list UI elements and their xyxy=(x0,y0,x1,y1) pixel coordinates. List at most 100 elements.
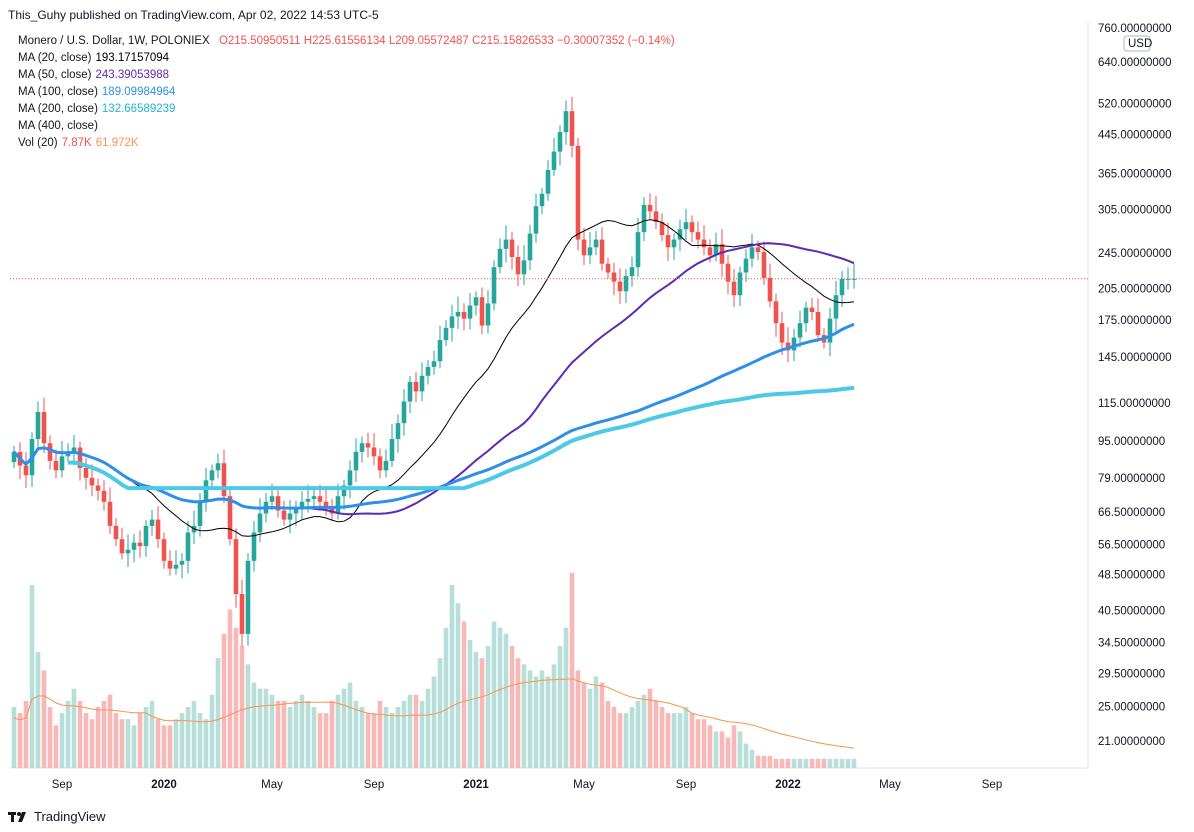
y-tick-label: 175.00000000 xyxy=(1098,315,1172,327)
candle-body xyxy=(467,305,473,319)
candle-body xyxy=(623,276,629,292)
candle-body xyxy=(47,443,53,461)
candle-body xyxy=(503,239,509,249)
volume-bar xyxy=(605,700,611,768)
volume-bar xyxy=(803,758,809,768)
volume-bar xyxy=(347,682,353,768)
volume-bar xyxy=(17,713,23,768)
ma50-value: 243.39053988 xyxy=(95,69,170,81)
volume-bar xyxy=(83,713,89,768)
candlesticks xyxy=(11,96,857,647)
ma100-label[interactable]: MA (100, close) xyxy=(18,86,98,98)
candle-body xyxy=(155,519,161,540)
candle-body xyxy=(587,247,593,256)
candle-body xyxy=(281,510,287,520)
volume-bar xyxy=(35,652,41,768)
candle-body xyxy=(599,239,605,264)
volume-bar xyxy=(359,707,365,768)
candle-body xyxy=(605,263,611,273)
ma20-label[interactable]: MA (20, close) xyxy=(18,52,92,64)
volume-bar xyxy=(617,713,623,768)
candle-body xyxy=(173,564,179,569)
volume-bar xyxy=(485,646,491,768)
volume-bar xyxy=(251,682,257,768)
ma400-label[interactable]: MA (400, close) xyxy=(18,120,98,132)
candle-body xyxy=(635,232,641,268)
candle-body xyxy=(251,532,257,561)
candle-body xyxy=(221,463,227,497)
volume-bar xyxy=(131,725,137,768)
volume-bar xyxy=(245,664,251,768)
footer-brand[interactable]: TradingView xyxy=(8,809,106,824)
candle-body xyxy=(365,443,371,448)
candle-body xyxy=(347,470,353,486)
candle-body xyxy=(461,311,467,319)
y-tick-label: 34.50000000 xyxy=(1098,637,1165,649)
candle-body xyxy=(383,460,389,471)
candle-body xyxy=(443,327,449,341)
y-tick-label: 445.00000000 xyxy=(1098,129,1172,141)
volume-bar xyxy=(701,719,707,768)
volume-bar xyxy=(455,603,461,768)
volume-bar xyxy=(533,676,539,768)
candle-body xyxy=(71,447,77,452)
candle-body xyxy=(401,401,407,424)
volume-bar xyxy=(479,658,485,768)
candle-body xyxy=(617,281,623,292)
tradingview-logo-icon xyxy=(8,811,26,822)
y-tick-label: 520.00000000 xyxy=(1098,98,1172,110)
currency-badge[interactable] xyxy=(1123,35,1151,52)
volume-bar xyxy=(107,694,113,768)
candle-body xyxy=(257,513,263,533)
volume-bar xyxy=(179,713,185,768)
candle-body xyxy=(317,496,323,502)
volume-bar xyxy=(569,572,575,768)
ma20-value: 193.17157094 xyxy=(95,52,170,64)
candle-body xyxy=(215,463,221,471)
volume-bar xyxy=(671,713,677,768)
volume-bar xyxy=(389,713,395,768)
volume-bar xyxy=(629,707,635,768)
y-tick-label: 21.00000000 xyxy=(1098,736,1165,748)
volume-bar xyxy=(239,646,245,768)
volume-bar xyxy=(611,707,617,768)
volume-bar xyxy=(683,707,689,768)
volume-bar xyxy=(137,713,143,768)
candle-body xyxy=(749,247,755,259)
ma50-label[interactable]: MA (50, close) xyxy=(18,69,92,81)
volume-bar xyxy=(521,664,527,768)
volume-bar xyxy=(323,713,329,768)
y-tick-label: 365.00000000 xyxy=(1098,169,1172,181)
x-tick-label: Sep xyxy=(52,779,72,791)
volume-bar xyxy=(845,758,851,768)
candle-body xyxy=(179,560,185,565)
vol-label[interactable]: Vol (20) xyxy=(18,137,58,149)
candle-body xyxy=(41,412,47,444)
x-tick-label: 2022 xyxy=(775,779,801,791)
candle-body xyxy=(359,443,365,452)
chart-legend: Monero / U.S. Dollar, 1W, POLONIEX O215.… xyxy=(18,33,675,152)
volume-bar xyxy=(287,707,293,768)
volume-bar xyxy=(407,694,413,768)
candle-body xyxy=(779,323,785,343)
volume-bar xyxy=(587,688,593,768)
volume-bar xyxy=(317,713,323,768)
y-tick-label: 56.50000000 xyxy=(1098,539,1165,551)
y-tick-label: 760.00000000 xyxy=(1098,23,1172,35)
y-tick-label: 640.00000000 xyxy=(1098,57,1172,69)
symbol-title[interactable]: Monero / U.S. Dollar, 1W, POLONIEX xyxy=(18,35,210,47)
candle-body xyxy=(227,496,233,540)
volume-bar xyxy=(503,633,509,768)
volume-bar xyxy=(695,719,701,768)
ma200-label[interactable]: MA (200, close) xyxy=(18,103,98,115)
volume-bar xyxy=(233,627,239,768)
volume-bar xyxy=(593,676,599,768)
candle-body xyxy=(719,244,725,264)
candle-body xyxy=(275,496,281,511)
candle-body xyxy=(269,496,275,502)
candle-body xyxy=(209,470,215,481)
volume-bar xyxy=(515,658,521,768)
y-tick-label: 29.50000000 xyxy=(1098,668,1165,680)
candle-body xyxy=(785,342,791,351)
